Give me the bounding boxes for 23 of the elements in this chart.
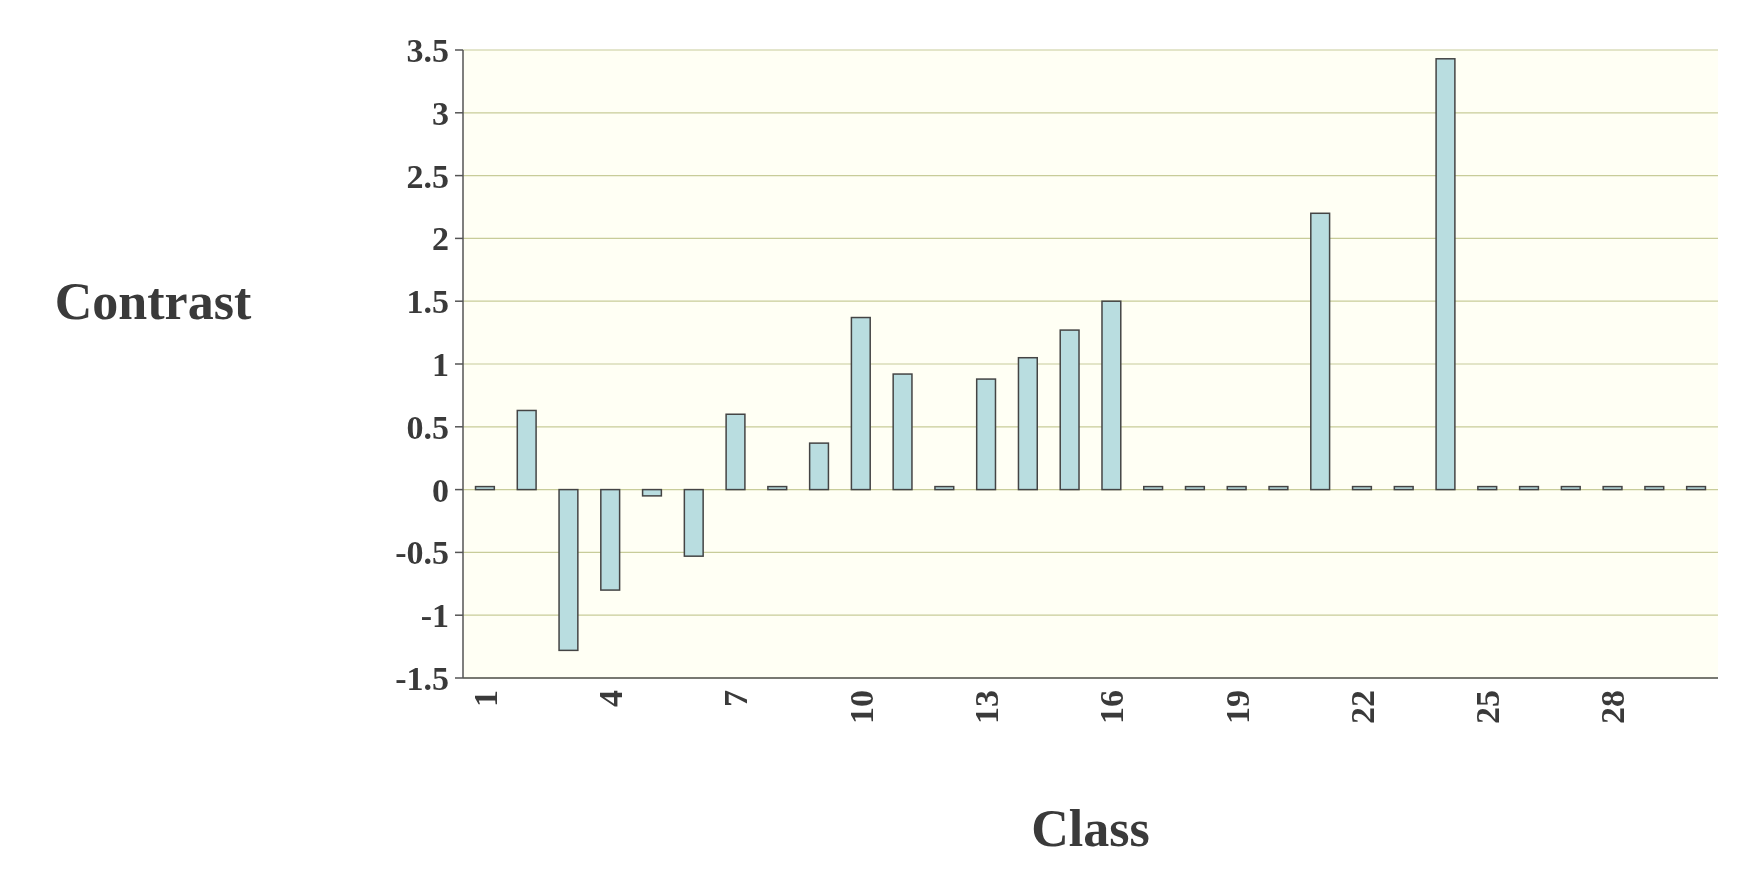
x-tick-label: 4 — [592, 690, 630, 707]
x-tick-label: 19 — [1218, 690, 1256, 724]
y-tick-label: 1 — [432, 345, 449, 383]
x-tick-label: 10 — [842, 690, 880, 724]
y-axis-title: Contrast — [54, 273, 252, 331]
x-tick-label: 28 — [1594, 690, 1632, 724]
x-tick-label: 7 — [717, 690, 755, 707]
x-tick-label: 22 — [1343, 690, 1381, 724]
y-tick-label: 3 — [432, 94, 449, 132]
y-tick-label: 0.5 — [406, 408, 449, 446]
x-tick-label: 13 — [967, 690, 1005, 724]
y-tick-label: 2.5 — [406, 157, 449, 195]
y-tick-label: -0.5 — [395, 534, 449, 572]
x-tick-label: 1 — [466, 690, 504, 707]
x-tick-label: 16 — [1093, 690, 1131, 724]
y-tick-label: 0 — [432, 471, 449, 509]
x-tick-label: 25 — [1469, 690, 1507, 724]
y-tick-label: 3.5 — [406, 31, 449, 69]
y-tick-label: -1 — [420, 597, 449, 635]
x-axis-title: Class — [1031, 800, 1150, 857]
y-tick-label: 1.5 — [406, 283, 449, 321]
y-tick-label: 2 — [432, 220, 449, 258]
y-tick-label: -1.5 — [395, 659, 449, 697]
